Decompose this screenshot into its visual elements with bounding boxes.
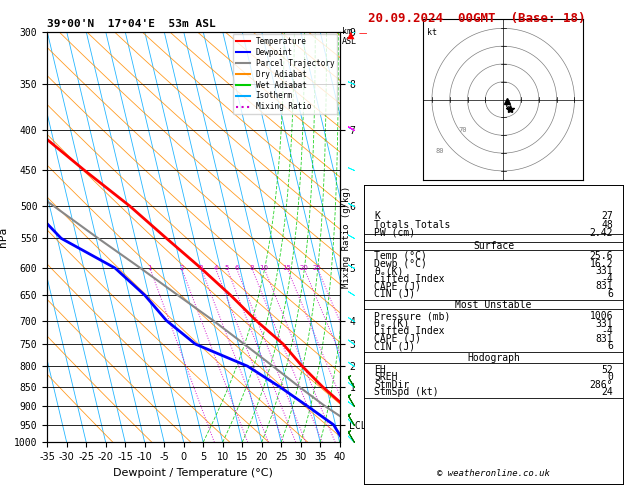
X-axis label: Dewpoint / Temperature (°C): Dewpoint / Temperature (°C) <box>113 468 274 478</box>
Text: StmDir: StmDir <box>374 380 409 390</box>
Text: Pressure (mb): Pressure (mb) <box>374 311 450 321</box>
Text: Surface: Surface <box>473 241 514 251</box>
Text: © weatheronline.co.uk: © weatheronline.co.uk <box>437 469 550 478</box>
Text: 48: 48 <box>601 220 613 230</box>
Text: CIN (J): CIN (J) <box>374 289 415 299</box>
Text: CIN (J): CIN (J) <box>374 341 415 351</box>
Text: 0: 0 <box>607 372 613 382</box>
Text: K: K <box>374 211 380 221</box>
Text: Most Unstable: Most Unstable <box>455 300 532 310</box>
Text: 24: 24 <box>601 387 613 398</box>
Text: 20: 20 <box>299 265 308 271</box>
Text: 70: 70 <box>459 127 467 133</box>
Text: 2.42: 2.42 <box>589 227 613 238</box>
Text: Temp (°C): Temp (°C) <box>374 251 427 261</box>
Text: 331: 331 <box>595 266 613 277</box>
Text: Lifted Index: Lifted Index <box>374 274 445 284</box>
Text: Dewp (°C): Dewp (°C) <box>374 259 427 269</box>
Text: km
ASL: km ASL <box>342 27 357 46</box>
Text: Lifted Index: Lifted Index <box>374 326 445 336</box>
Text: -4: -4 <box>601 326 613 336</box>
Text: 6: 6 <box>607 341 613 351</box>
Text: -4: -4 <box>601 274 613 284</box>
Text: 286°: 286° <box>589 380 613 390</box>
Text: 39°00'N  17°04'E  53m ASL: 39°00'N 17°04'E 53m ASL <box>47 19 216 30</box>
Text: 6: 6 <box>234 265 238 271</box>
Text: 20.09.2024  00GMT  (Base: 18): 20.09.2024 00GMT (Base: 18) <box>368 12 586 25</box>
Text: 25: 25 <box>313 265 321 271</box>
Text: 331: 331 <box>595 319 613 329</box>
Text: Totals Totals: Totals Totals <box>374 220 450 230</box>
Text: CAPE (J): CAPE (J) <box>374 333 421 344</box>
Legend: Temperature, Dewpoint, Parcel Trajectory, Dry Adiabat, Wet Adiabat, Isotherm, Mi: Temperature, Dewpoint, Parcel Trajectory… <box>233 34 337 114</box>
Text: 52: 52 <box>601 365 613 375</box>
Text: PW (cm): PW (cm) <box>374 227 415 238</box>
Text: 831: 831 <box>595 333 613 344</box>
Text: Mixing Ratio (g/kg): Mixing Ratio (g/kg) <box>342 186 351 288</box>
Text: ▲: ▲ <box>347 30 355 40</box>
Text: EH: EH <box>374 365 386 375</box>
Text: —: — <box>359 29 367 38</box>
Text: 25.6: 25.6 <box>589 251 613 261</box>
Text: SREH: SREH <box>374 372 398 382</box>
Text: θₑ (K): θₑ (K) <box>374 319 409 329</box>
Text: 27: 27 <box>601 211 613 221</box>
Text: 16.2: 16.2 <box>589 259 613 269</box>
Text: 6: 6 <box>607 289 613 299</box>
Text: CAPE (J): CAPE (J) <box>374 281 421 291</box>
Text: θₑ(K): θₑ(K) <box>374 266 403 277</box>
Text: 5: 5 <box>225 265 229 271</box>
Text: 10: 10 <box>260 265 269 271</box>
Text: 3: 3 <box>199 265 203 271</box>
Text: 80: 80 <box>435 148 444 154</box>
Text: kt: kt <box>426 28 437 37</box>
Text: 8: 8 <box>250 265 254 271</box>
Text: 15: 15 <box>282 265 291 271</box>
Text: 1: 1 <box>148 265 152 271</box>
Text: 1006: 1006 <box>589 311 613 321</box>
Text: 831: 831 <box>595 281 613 291</box>
Text: 2: 2 <box>179 265 184 271</box>
Y-axis label: hPa: hPa <box>0 227 8 247</box>
Text: Hodograph: Hodograph <box>467 353 520 363</box>
Text: 4: 4 <box>213 265 218 271</box>
Text: StmSpd (kt): StmSpd (kt) <box>374 387 438 398</box>
